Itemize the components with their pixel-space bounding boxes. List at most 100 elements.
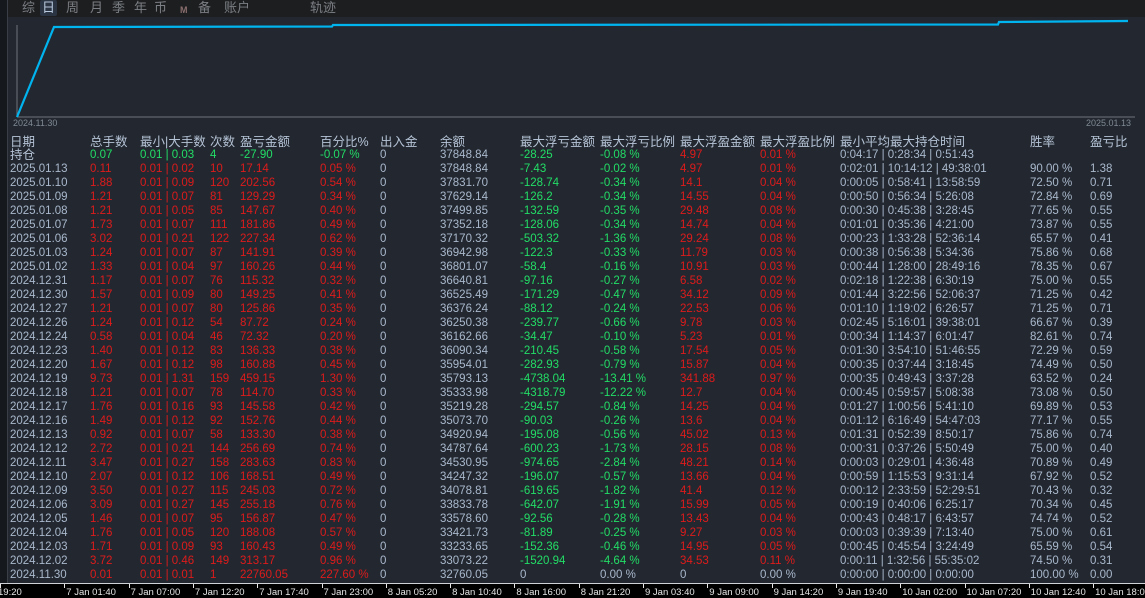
cell-pl-ratio: 0.68 [1090, 247, 1113, 259]
tab-10[interactable]: 轨迹 [310, 0, 337, 15]
cell-date: 2025.01.08 [10, 205, 68, 217]
header-max-float-loss[interactable]: 最大浮亏金额 [520, 135, 596, 149]
cell-balance: 34247.32 [440, 471, 488, 483]
table-row[interactable]: 2024.12.27 1.21 0.01 | 0.07 80 125.86 0.35 % 0… [0, 302, 1145, 316]
cell-count: 46 [210, 331, 223, 343]
header-win-rate[interactable]: 胜率 [1030, 135, 1056, 149]
cell-pnl: 22760.05 [240, 569, 288, 581]
cell-pl-ratio: 0.50 [1090, 359, 1113, 371]
cell-count: 145 [210, 499, 230, 511]
time-tick [1028, 584, 1030, 588]
cell-pnl: 147.67 [240, 205, 276, 217]
cell-hold-time: 0:00:35 | 0:49:43 | 3:37:28 [840, 373, 974, 385]
cell-max-float-loss: -88.12 [520, 303, 553, 315]
table-row[interactable]: 2024.12.11 3.47 0.01 | 0.27 158 283.63 0.83 %… [0, 456, 1145, 470]
tab-3[interactable]: 月 [90, 0, 104, 15]
table-row[interactable]: 2025.01.02 1.33 0.01 | 0.04 97 160.26 0.44 % 0… [0, 260, 1145, 274]
tab-7[interactable]: M [180, 5, 188, 15]
table-row[interactable]: 2025.01.06 3.02 0.01 | 0.21 122 227.34 0.62 %… [0, 232, 1145, 246]
table-row[interactable]: 2024.12.09 3.50 0.01 | 0.27 115 245.03 0.72 %… [0, 484, 1145, 498]
tab-9[interactable]: 账户 [224, 0, 251, 15]
cell-hold-time: 0:00:23 | 1:33:28 | 52:36:14 [840, 233, 981, 245]
cell-max-float-profit-pct: 0.97 % [760, 373, 796, 385]
tab-2[interactable]: 周 [66, 0, 80, 15]
header-max-float-profit[interactable]: 最大浮盈金额 [680, 135, 756, 149]
header-max-float-profit-pct[interactable]: 最大浮盈比例 [760, 135, 836, 149]
header-min-max-lots[interactable]: 最小|大手数 [140, 135, 206, 149]
cell-percent: 0.42 % [320, 401, 356, 413]
cell-percent: 0.54 % [320, 177, 356, 189]
cell-pnl: 17.14 [240, 163, 269, 175]
table-row[interactable]: 2024.12.16 1.49 0.01 | 0.12 92 152.76 0.44 % 0… [0, 414, 1145, 428]
header-date[interactable]: 日期 [10, 135, 36, 149]
time-axis: 19:20 7 Jan 01:40 7 Jan 07:00 7 Jan 12:20 7 … [0, 583, 1145, 598]
cell-total-lots: 3.47 [90, 457, 113, 469]
cell-pl-ratio: 1.38 [1090, 163, 1113, 175]
table-row[interactable]: 2024.12.10 2.07 0.01 | 0.12 106 168.51 0.49 %… [0, 470, 1145, 484]
cell-pl-ratio: 0.31 [1090, 555, 1113, 567]
cell-percent: 227.60 % [320, 569, 369, 581]
cell-hold-time: 0:00:50 | 0:56:34 | 5:26:08 [840, 191, 974, 203]
table-row[interactable]: 2024.12.05 1.46 0.01 | 0.07 95 156.87 0.47 % 0… [0, 512, 1145, 526]
cell-max-float-profit: 29.48 [680, 205, 709, 217]
table-row[interactable]: 2025.01.13 0.11 0.01 | 0.02 10 17.14 0.05 % 0 3… [0, 162, 1145, 176]
header-balance[interactable]: 余额 [440, 135, 466, 149]
cell-pnl: 115.32 [240, 275, 275, 287]
tab-0[interactable]: 综 [22, 0, 36, 15]
cell-total-lots: 1.49 [90, 415, 113, 427]
table-row[interactable]: 2025.01.07 1.73 0.01 | 0.07 111 181.86 0.49 %… [0, 218, 1145, 232]
table-row[interactable]: 2025.01.03 1.24 0.01 | 0.07 87 141.91 0.39 % 0… [0, 246, 1145, 260]
table-row[interactable]: 2024.11.30 0.01 0.01 | 0.01 1 22760.05 227.60… [0, 568, 1145, 582]
cell-pnl: 87.72 [240, 317, 269, 329]
cell-pnl: 256.69 [240, 443, 276, 455]
cell-max-float-loss: -4318.79 [520, 387, 566, 399]
cell-date: 2024.12.03 [10, 541, 68, 553]
table-row[interactable]: 2025.01.09 1.21 0.01 | 0.07 81 129.29 0.34 % 0… [0, 190, 1145, 204]
table-row[interactable]: 2024.12.17 1.76 0.01 | 0.16 93 145.58 0.42 % 0… [0, 400, 1145, 414]
table-row[interactable]: 2024.12.18 1.21 0.01 | 0.07 78 114.70 0.33 % 0… [0, 386, 1145, 400]
time-axis-label: 7 Jan 23:00 [323, 587, 374, 598]
cell-date: 2024.11.30 [10, 569, 67, 581]
header-count[interactable]: 次数 [210, 135, 236, 149]
table-row[interactable]: 2025.01.10 1.88 0.01 | 0.09 120 202.56 0.54 %… [0, 176, 1145, 190]
cell-win-rate: 73.87 % [1030, 219, 1073, 231]
table-row[interactable]: 2024.12.31 1.17 0.01 | 0.07 76 115.32 0.32 % 0… [0, 274, 1145, 288]
header-max-float-loss-pct[interactable]: 最大浮亏比例 [600, 135, 676, 149]
header-percent[interactable]: 百分比% [320, 135, 369, 149]
holding-row[interactable]: 持仓 0.07 0.01 | 0.03 4 -27.90 -0.07 % 0 37848.84… [0, 148, 1145, 162]
tab-1[interactable]: 日 [40, 0, 58, 16]
tab-8[interactable]: 备 [198, 0, 212, 15]
table-row[interactable]: 2024.12.02 3.72 0.01 | 0.46 149 313.17 0.96 %… [0, 554, 1145, 568]
cell-max-float-profit-pct: 0.05 % [760, 499, 796, 511]
table-row[interactable]: 2024.12.26 1.24 0.01 | 0.12 54 87.72 0.24 % 0 3… [0, 316, 1145, 330]
table-row[interactable]: 2024.12.06 3.09 0.01 | 0.27 145 255.18 0.76 %… [0, 498, 1145, 512]
table-row[interactable]: 2024.12.12 2.72 0.01 | 0.21 144 256.69 0.74 %… [0, 442, 1145, 456]
header-hold-time[interactable]: 最小平均最大持仓时间 [840, 135, 966, 149]
cell-percent: 0.49 % [320, 219, 356, 231]
cell-max-float-loss: -196.07 [520, 471, 560, 483]
cell-max-float-profit: 15.87 [680, 359, 709, 371]
cell-percent: 0.34 % [320, 191, 356, 203]
table-row[interactable]: 2024.12.03 1.71 0.01 | 0.09 93 160.43 0.49 % 0… [0, 540, 1145, 554]
cell-max-float-loss: -128.74 [520, 177, 560, 189]
table-row[interactable]: 2024.12.19 9.73 0.01 | 1.31 159 459.15 1.30 %… [0, 372, 1145, 386]
tab-5[interactable]: 年 [134, 0, 148, 15]
header-total-lots[interactable]: 总手数 [90, 135, 128, 149]
table-row[interactable]: 2024.12.20 1.67 0.01 | 0.12 98 160.88 0.45 % 0… [0, 358, 1145, 372]
header-deposit[interactable]: 出入金 [380, 135, 418, 149]
tab-4[interactable]: 季 [112, 0, 126, 15]
cell-pl-ratio: 0.71 [1090, 303, 1113, 315]
header-pl-ratio[interactable]: 盈亏比 [1090, 135, 1128, 149]
cell-max-float-loss-pct: -0.35 % [600, 205, 640, 217]
table-row[interactable]: 2024.12.24 0.58 0.01 | 0.04 46 72.32 0.20 % 0 3… [0, 330, 1145, 344]
header-pnl[interactable]: 盈亏金额 [240, 135, 291, 149]
cell-min-max-lots: 0.01 | 0.12 [140, 317, 195, 329]
tab-6[interactable]: 币 [154, 0, 168, 15]
table-row[interactable]: 2024.12.23 1.40 0.01 | 0.12 83 136.33 0.38 % 0… [0, 344, 1145, 358]
cell-max-float-profit-pct: 0.04 % [760, 359, 796, 371]
table-row[interactable]: 2024.12.13 0.92 0.01 | 0.07 58 133.30 0.38 % 0… [0, 428, 1145, 442]
table-row[interactable]: 2024.12.04 1.76 0.01 | 0.05 120 188.08 0.57 %… [0, 526, 1145, 540]
table-row[interactable]: 2024.12.30 1.57 0.01 | 0.09 80 149.25 0.41 % 0… [0, 288, 1145, 302]
cell-win-rate: 78.35 % [1030, 261, 1073, 273]
table-row[interactable]: 2025.01.08 1.21 0.01 | 0.05 85 147.67 0.40 % 0… [0, 204, 1145, 218]
